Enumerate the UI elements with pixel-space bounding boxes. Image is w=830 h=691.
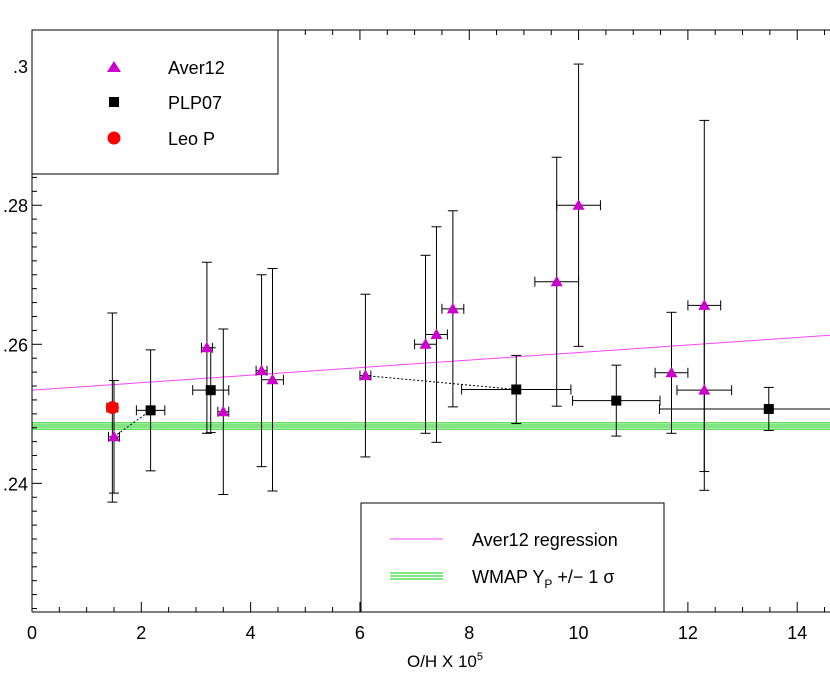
x-tick-label: 10 xyxy=(569,623,589,643)
x-tick-label: 0 xyxy=(27,623,37,643)
y-tick-label: .3 xyxy=(13,57,28,77)
legend-label-wmap: WMAP YP +/− 1 σ xyxy=(472,567,615,591)
legend-label-wmap-main: WMAP Y xyxy=(472,567,544,587)
dotted-link-0 xyxy=(113,409,151,438)
x-tick-label: 6 xyxy=(355,623,365,643)
legend-label-wmap-suffix: +/− 1 σ xyxy=(552,567,614,587)
point-aver12-6 xyxy=(419,338,432,349)
legend-label-aver12: Aver12 xyxy=(168,58,225,78)
point-aver12-5 xyxy=(359,369,372,381)
x-tick-label: 4 xyxy=(246,623,256,643)
legend-item-regression: Aver12 regression xyxy=(390,530,618,550)
point-aver12-8 xyxy=(446,302,459,314)
legend-item-leo-p: Leo P xyxy=(107,129,215,149)
point-aver12-1 xyxy=(200,341,213,353)
legend-top: Aver12 PLP07 Leo P xyxy=(31,29,279,175)
y-tick-label: .24 xyxy=(3,474,28,494)
point-aver12-3 xyxy=(255,364,268,376)
legend-label-leo-p: Leo P xyxy=(168,129,215,149)
point-aver12-11 xyxy=(665,366,678,378)
point-leo-p-0 xyxy=(105,401,119,415)
legend-item-wmap: WMAP YP +/− 1 σ xyxy=(390,567,615,591)
x-tick-label: 2 xyxy=(136,623,146,643)
x-tick-label: 8 xyxy=(464,623,474,643)
x-axis-title-main: O/H X 10 xyxy=(407,652,477,671)
legend-square-icon xyxy=(109,97,119,107)
legend-label-regression: Aver12 regression xyxy=(472,530,618,550)
point-plp07-1 xyxy=(205,385,216,396)
regression-line xyxy=(32,334,830,391)
point-aver12-10 xyxy=(572,199,585,210)
point-aver12-0 xyxy=(107,430,120,442)
legend-item-plp07: PLP07 xyxy=(109,93,222,113)
point-aver12-4 xyxy=(266,373,279,385)
y-tick-label: .26 xyxy=(3,335,28,355)
y-tick-label: .28 xyxy=(3,196,28,216)
legend-label-plp07: PLP07 xyxy=(168,93,222,113)
legend-bottom: Aver12 regression WMAP YP +/− 1 σ xyxy=(360,502,665,613)
x-tick-label: 14 xyxy=(787,623,807,643)
x-tick-label: 12 xyxy=(678,623,698,643)
legend-triangle-icon xyxy=(107,61,121,72)
legend-bottom-box xyxy=(360,502,665,613)
errorbar-plp07-4 xyxy=(658,386,830,432)
x-axis-title-sup: 5 xyxy=(477,651,483,663)
point-aver12-7 xyxy=(430,328,443,340)
legend-circle-icon xyxy=(107,131,121,145)
x-axis-title: O/H X 105 xyxy=(407,651,483,671)
point-aver12-2 xyxy=(217,405,230,417)
point-aver12-13 xyxy=(698,384,711,395)
point-aver12-9 xyxy=(550,275,563,287)
legend-label-wmap-sub: P xyxy=(544,577,552,591)
point-aver12-12 xyxy=(698,299,711,310)
dotted-link-1 xyxy=(365,375,517,390)
point-plp07-2 xyxy=(511,384,522,395)
legend-top-box xyxy=(31,29,279,175)
point-plp07-4 xyxy=(763,403,774,414)
point-plp07-0 xyxy=(145,405,156,416)
point-plp07-3 xyxy=(611,395,622,406)
legend-item-aver12: Aver12 xyxy=(107,58,225,78)
